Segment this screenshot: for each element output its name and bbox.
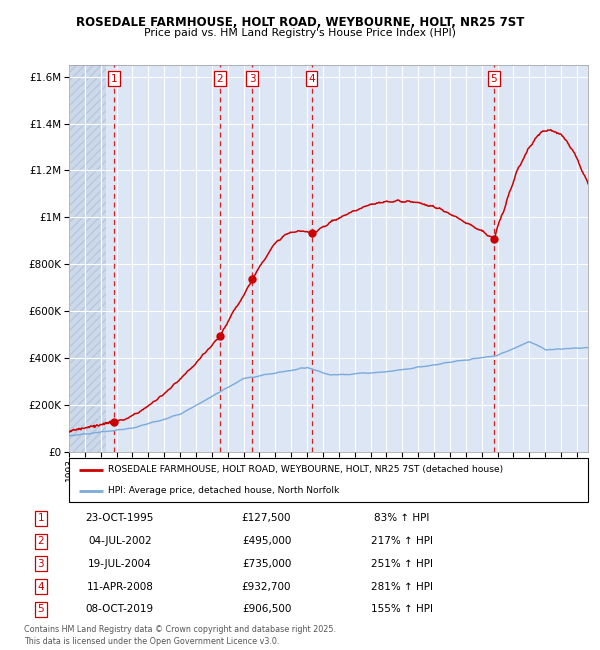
Text: £127,500: £127,500 (242, 514, 291, 523)
Text: 1: 1 (38, 514, 44, 523)
Text: 4: 4 (308, 73, 315, 83)
Text: 3: 3 (249, 73, 256, 83)
Text: 281% ↑ HPI: 281% ↑ HPI (371, 582, 433, 592)
Text: 19-JUL-2004: 19-JUL-2004 (88, 559, 152, 569)
Text: Price paid vs. HM Land Registry's House Price Index (HPI): Price paid vs. HM Land Registry's House … (144, 28, 456, 38)
Text: HPI: Average price, detached house, North Norfolk: HPI: Average price, detached house, Nort… (108, 486, 340, 495)
Text: 155% ↑ HPI: 155% ↑ HPI (371, 604, 433, 614)
Text: 11-APR-2008: 11-APR-2008 (86, 582, 154, 592)
Text: 5: 5 (491, 73, 497, 83)
Text: £495,000: £495,000 (242, 536, 291, 546)
Text: 04-JUL-2002: 04-JUL-2002 (88, 536, 152, 546)
Text: 2: 2 (38, 536, 44, 546)
Text: £906,500: £906,500 (242, 604, 291, 614)
Text: 2: 2 (217, 73, 223, 83)
Text: 83% ↑ HPI: 83% ↑ HPI (374, 514, 430, 523)
FancyBboxPatch shape (69, 458, 588, 502)
Text: 4: 4 (38, 582, 44, 592)
Text: £735,000: £735,000 (242, 559, 291, 569)
Text: 1: 1 (110, 73, 117, 83)
Text: ROSEDALE FARMHOUSE, HOLT ROAD, WEYBOURNE, HOLT, NR25 7ST (detached house): ROSEDALE FARMHOUSE, HOLT ROAD, WEYBOURNE… (108, 465, 503, 474)
Text: 3: 3 (38, 559, 44, 569)
Bar (69, 65, 106, 452)
Text: 217% ↑ HPI: 217% ↑ HPI (371, 536, 433, 546)
Text: £932,700: £932,700 (242, 582, 291, 592)
Text: 23-OCT-1995: 23-OCT-1995 (86, 514, 154, 523)
Text: 08-OCT-2019: 08-OCT-2019 (86, 604, 154, 614)
Text: ROSEDALE FARMHOUSE, HOLT ROAD, WEYBOURNE, HOLT, NR25 7ST: ROSEDALE FARMHOUSE, HOLT ROAD, WEYBOURNE… (76, 16, 524, 29)
Text: 5: 5 (38, 604, 44, 614)
Text: Contains HM Land Registry data © Crown copyright and database right 2025.
This d: Contains HM Land Registry data © Crown c… (24, 625, 336, 646)
Text: 251% ↑ HPI: 251% ↑ HPI (371, 559, 433, 569)
